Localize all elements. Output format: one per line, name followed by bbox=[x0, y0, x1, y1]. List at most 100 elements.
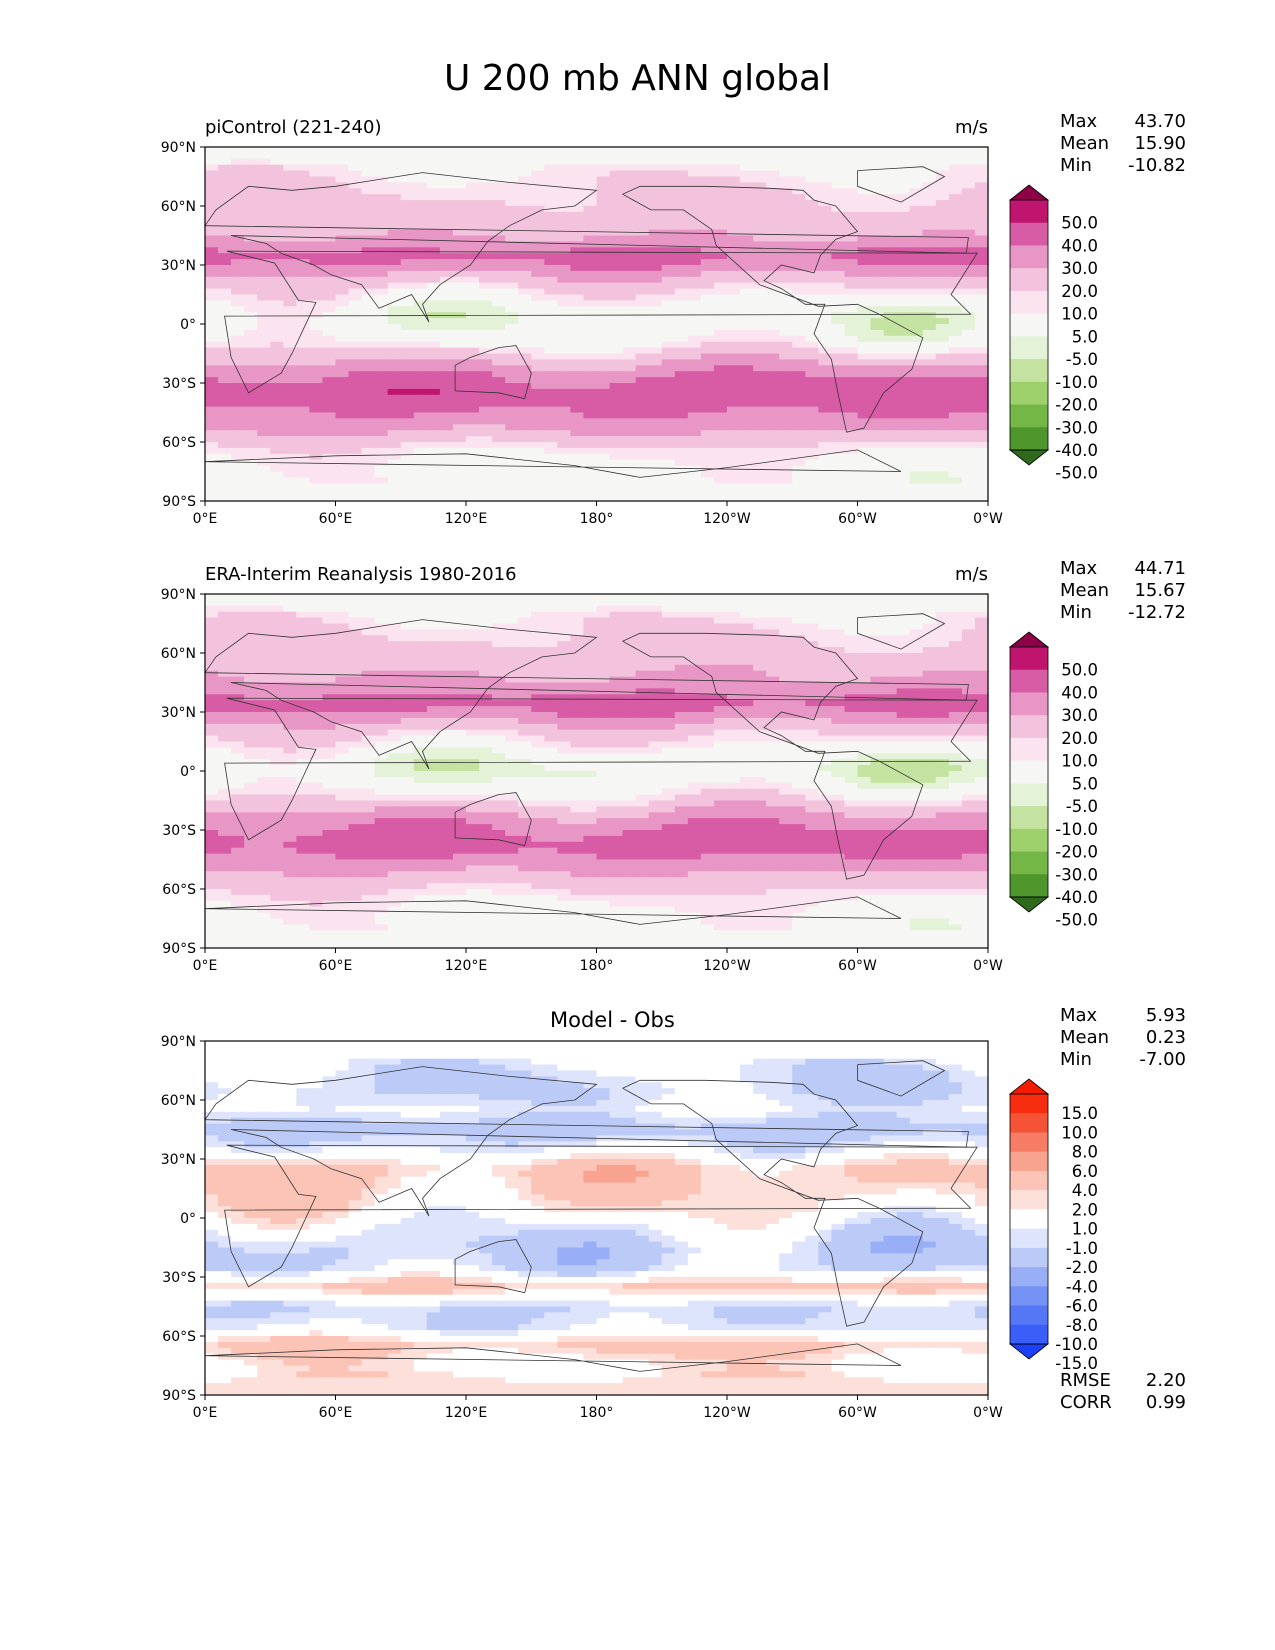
field-cell bbox=[727, 430, 741, 437]
field-cell bbox=[570, 489, 585, 496]
field-cell bbox=[557, 453, 571, 461]
field-cell bbox=[635, 459, 650, 467]
field-cell bbox=[374, 459, 389, 467]
field-cell bbox=[700, 294, 715, 301]
field-cell bbox=[687, 477, 702, 484]
field-cell bbox=[205, 418, 219, 425]
field-cell bbox=[766, 223, 780, 231]
field-cell bbox=[727, 188, 741, 195]
field-cell bbox=[557, 712, 571, 719]
field-cell bbox=[805, 365, 819, 372]
field-cell bbox=[896, 706, 911, 713]
field-cell bbox=[805, 324, 819, 331]
field-cell bbox=[479, 253, 493, 260]
field-cell bbox=[231, 430, 245, 437]
field-cell bbox=[596, 217, 611, 225]
field-cell bbox=[896, 436, 911, 443]
field-cell bbox=[439, 182, 454, 189]
field-cell bbox=[753, 377, 767, 384]
field-cell bbox=[492, 599, 506, 607]
field-cell bbox=[883, 406, 898, 414]
field-cell bbox=[609, 211, 624, 219]
field-cell bbox=[766, 700, 780, 707]
field-cell bbox=[870, 694, 885, 701]
field-cell bbox=[661, 447, 676, 455]
field-cell bbox=[727, 694, 741, 701]
field-cell bbox=[452, 658, 467, 666]
field-cell bbox=[779, 611, 793, 619]
field-cell bbox=[400, 335, 415, 343]
field-cell bbox=[244, 217, 258, 225]
field-cell bbox=[231, 182, 245, 189]
field-cell bbox=[596, 371, 611, 378]
field-cell bbox=[466, 253, 480, 260]
field-cell bbox=[452, 430, 467, 437]
field-cell bbox=[570, 717, 585, 725]
colorbar-bin bbox=[1010, 427, 1048, 451]
field-cell bbox=[857, 270, 872, 278]
field-cell bbox=[492, 664, 506, 672]
field-cell bbox=[335, 412, 350, 419]
field-cell bbox=[557, 276, 571, 284]
field-cell bbox=[700, 623, 715, 630]
field-cell bbox=[766, 247, 780, 254]
field-cell bbox=[439, 365, 454, 372]
field-cell bbox=[687, 400, 702, 408]
field-cell bbox=[479, 194, 493, 201]
field-cell bbox=[674, 282, 689, 290]
colorbar-bin bbox=[1010, 359, 1048, 383]
field-cell bbox=[583, 247, 598, 254]
field-cell bbox=[700, 335, 715, 343]
field-cell bbox=[740, 200, 754, 207]
field-cell bbox=[831, 324, 846, 331]
field-cell bbox=[270, 617, 284, 625]
field-cell bbox=[361, 288, 376, 296]
field-cell bbox=[466, 217, 480, 225]
field-cell bbox=[596, 211, 611, 219]
field-cell bbox=[374, 300, 389, 307]
field-cell bbox=[387, 712, 402, 719]
field-cell bbox=[557, 676, 571, 684]
field-cell bbox=[857, 477, 872, 484]
field-cell bbox=[439, 406, 454, 414]
field-cell bbox=[948, 194, 963, 201]
field-cell bbox=[766, 371, 780, 378]
field-cell bbox=[713, 635, 728, 642]
field-cell bbox=[309, 706, 324, 713]
field-cell bbox=[492, 200, 506, 207]
field-cell bbox=[909, 324, 924, 331]
field-cell bbox=[518, 670, 532, 678]
field-cell bbox=[283, 265, 297, 272]
field-cell bbox=[883, 430, 898, 437]
field-cell bbox=[479, 430, 493, 437]
field-cell bbox=[479, 158, 493, 166]
field-cell bbox=[531, 599, 545, 607]
field-cell bbox=[309, 318, 324, 325]
field-cell bbox=[257, 424, 271, 431]
lat-tick-label: 0° bbox=[180, 317, 196, 333]
field-cell bbox=[883, 347, 898, 355]
field-cell bbox=[596, 442, 611, 449]
field-cell bbox=[713, 383, 728, 390]
field-cell bbox=[426, 495, 441, 502]
field-cell bbox=[857, 306, 872, 313]
field-cell bbox=[818, 641, 832, 648]
field-cell bbox=[231, 611, 245, 619]
field-cell bbox=[596, 617, 611, 625]
field-cell bbox=[779, 412, 793, 419]
field-cell bbox=[674, 424, 689, 431]
field-cell bbox=[231, 465, 245, 473]
field-cell bbox=[674, 400, 689, 408]
field-cell bbox=[570, 495, 585, 502]
field-cell bbox=[935, 424, 950, 431]
field-cell bbox=[857, 658, 872, 666]
field-cell bbox=[570, 211, 585, 219]
field-cell bbox=[479, 477, 493, 484]
field-cell bbox=[387, 682, 402, 689]
field-cell bbox=[609, 635, 624, 642]
field-cell bbox=[505, 241, 519, 248]
field-cell bbox=[753, 164, 767, 172]
field-cell bbox=[831, 412, 846, 419]
stat-mean-value: 15.67 bbox=[1134, 580, 1186, 601]
field-cell bbox=[518, 676, 532, 684]
